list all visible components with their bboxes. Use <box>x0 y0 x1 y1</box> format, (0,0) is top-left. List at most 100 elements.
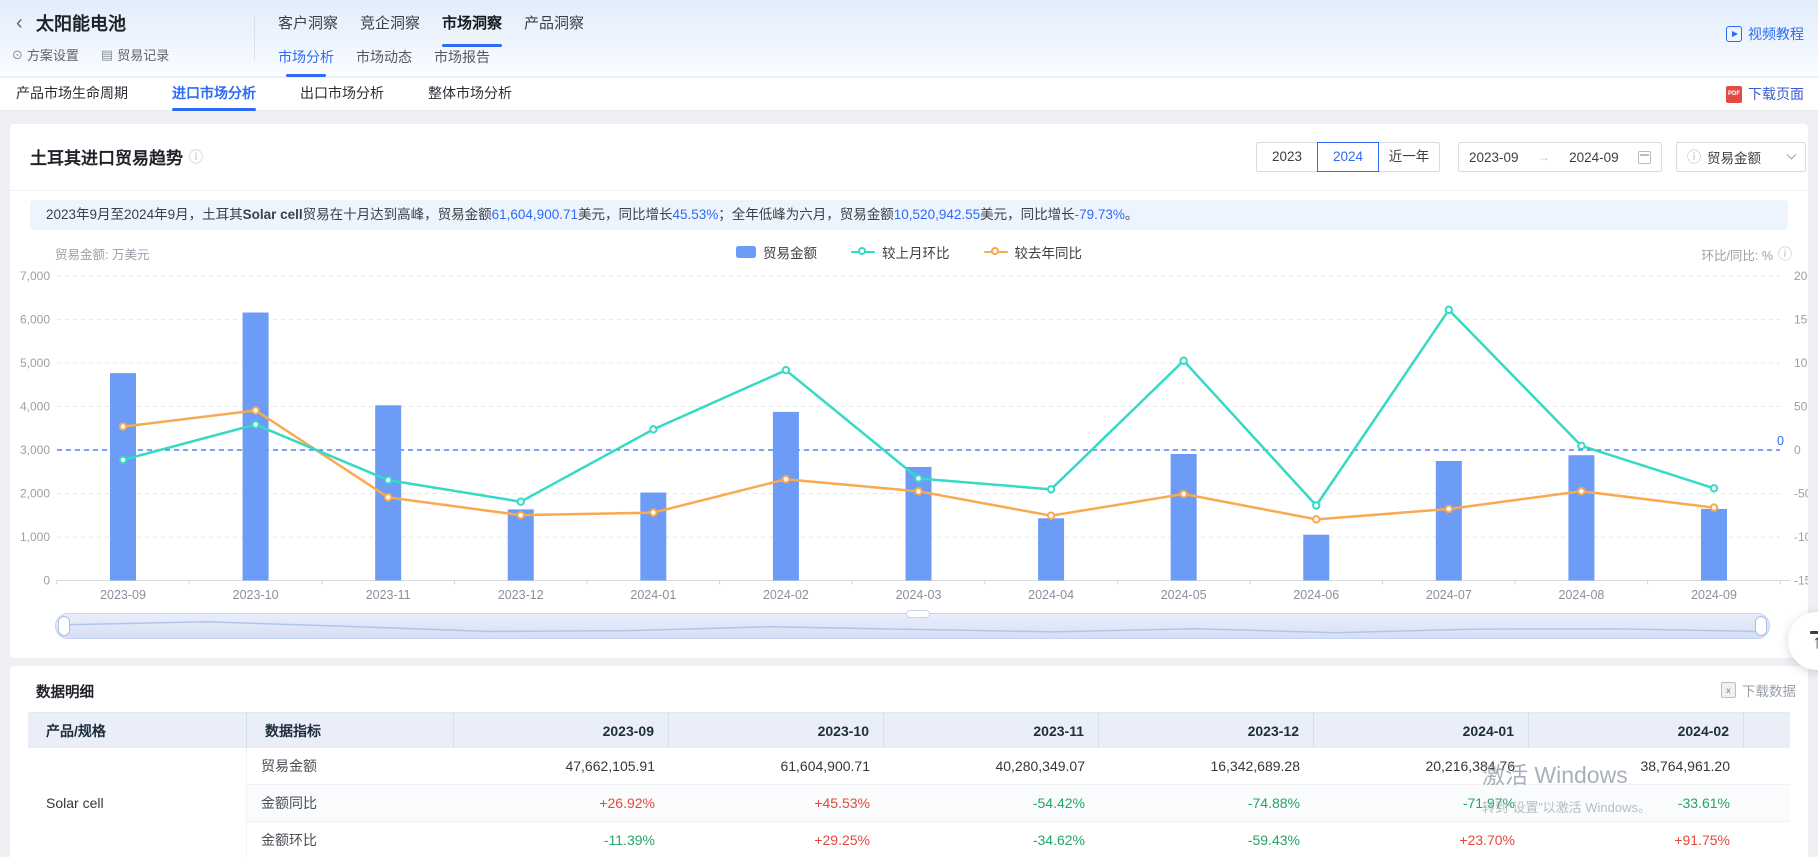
line-marker-较去年同比-2023-09[interactable] <box>120 423 126 429</box>
line-marker-较去年同比-2024-04[interactable] <box>1048 512 1054 518</box>
legend-bar-swatch <box>736 246 756 258</box>
col-header-product: 产品/规格 <box>28 712 247 748</box>
bar-2024-04[interactable] <box>1038 518 1064 580</box>
svg-text:2024-04: 2024-04 <box>1028 588 1074 602</box>
main-tab-1[interactable]: 竞企洞察 <box>360 12 420 42</box>
line-marker-较去年同比-2024-09[interactable] <box>1711 504 1717 510</box>
bar-2024-03[interactable] <box>906 467 932 581</box>
line-marker-较去年同比-2024-01[interactable] <box>650 509 656 515</box>
line-marker-较去年同比-2024-07[interactable] <box>1446 506 1452 512</box>
range-button-2023[interactable]: 2023 <box>1256 142 1318 172</box>
bar-2024-05[interactable] <box>1171 454 1197 580</box>
line-marker-较上月环比-2024-07[interactable] <box>1446 307 1452 313</box>
bar-2023-10[interactable] <box>243 313 269 581</box>
legend-item-贸易金额[interactable]: 贸易金额 <box>736 242 817 262</box>
line-marker-较去年同比-2023-11[interactable] <box>385 494 391 500</box>
main-tab-0[interactable]: 客户洞察 <box>278 12 338 42</box>
line-marker-较去年同比-2023-10[interactable] <box>252 407 258 413</box>
value-金额环比-2023-12: -59.43% <box>1099 822 1314 857</box>
trade-trend-chart[interactable]: 7,0002006,0001505,0001004,000503,00002,0… <box>10 233 1808 615</box>
legend-item-较去年同比[interactable]: 较去年同比 <box>984 242 1083 262</box>
svg-text:-100: -100 <box>1794 530 1808 544</box>
line-marker-较上月环比-2024-03[interactable] <box>915 475 921 481</box>
value-金额同比-2023-11: -54.42% <box>884 785 1099 822</box>
header-tool-贸易记录[interactable]: ▤贸易记录 <box>101 45 169 64</box>
range-button-近一年[interactable]: 近一年 <box>1378 142 1440 172</box>
line-marker-较去年同比-2024-02[interactable] <box>783 476 789 482</box>
svg-text:2024-07: 2024-07 <box>1426 588 1472 602</box>
value-贸易金额-2023-10: 61,604,900.71 <box>669 748 884 785</box>
chevron-down-icon <box>1787 149 1797 159</box>
line-marker-较去年同比-2024-03[interactable] <box>915 488 921 494</box>
page-title: 太阳能电池 <box>36 10 126 36</box>
header-tool-方案设置[interactable]: ⊙方案设置 <box>12 45 79 64</box>
bar-2024-01[interactable] <box>640 493 666 581</box>
line-marker-较上月环比-2024-02[interactable] <box>783 367 789 373</box>
row-filler <box>1744 822 1790 857</box>
metric-dropdown[interactable]: ⓘ 贸易金额 <box>1676 142 1806 172</box>
line-marker-较去年同比-2024-08[interactable] <box>1578 488 1584 494</box>
datazoom-left-handle[interactable] <box>58 616 70 636</box>
nav-item-0[interactable]: 产品市场生命周期 <box>16 78 128 111</box>
line-marker-较去年同比-2024-05[interactable] <box>1180 491 1186 497</box>
line-marker-较上月环比-2024-01[interactable] <box>650 426 656 432</box>
nav-item-3[interactable]: 整体市场分析 <box>428 78 512 111</box>
right-axis-caption-text: 环比/同比: % <box>1701 245 1773 264</box>
bar-2024-06[interactable] <box>1303 535 1329 581</box>
main-tab-2[interactable]: 市场洞察 <box>442 12 502 42</box>
bar-2023-12[interactable] <box>508 509 534 580</box>
bar-2024-09[interactable] <box>1701 509 1727 581</box>
summary-segment: -79.73% <box>1075 207 1125 222</box>
datazoom-center-handle[interactable] <box>906 610 930 618</box>
line-marker-较上月环比-2023-10[interactable] <box>252 421 258 427</box>
value-金额同比-2023-10: +45.53% <box>669 785 884 822</box>
summary-segment: 2023年9月至2024年9月，土耳其 <box>46 207 243 222</box>
info-icon[interactable]: ⓘ <box>1778 244 1792 264</box>
line-marker-较上月环比-2023-12[interactable] <box>518 499 524 505</box>
download-page-link[interactable]: 下载页面 <box>1726 84 1804 104</box>
line-marker-较上月环比-2024-04[interactable] <box>1048 486 1054 492</box>
bar-2023-11[interactable] <box>375 405 401 580</box>
svg-text:-50: -50 <box>1794 487 1808 501</box>
line-marker-较去年同比-2024-06[interactable] <box>1313 516 1319 522</box>
back-icon[interactable]: ‹ <box>16 12 23 35</box>
sub-tab-0[interactable]: 市场分析 <box>278 47 334 67</box>
bar-2024-07[interactable] <box>1436 461 1462 580</box>
range-button-2024[interactable]: 2024 <box>1317 142 1379 172</box>
line-marker-较上月环比-2024-06[interactable] <box>1313 502 1319 508</box>
bar-2023-09[interactable] <box>110 373 136 580</box>
nav-item-2[interactable]: 出口市场分析 <box>300 78 384 111</box>
nav-item-1[interactable]: 进口市场分析 <box>172 78 256 111</box>
line-marker-较上月环比-2024-05[interactable] <box>1180 358 1186 364</box>
summary-segment: 美元，同比增长 <box>980 207 1075 222</box>
video-tutorial-link[interactable]: 视频教程 <box>1726 24 1804 44</box>
datazoom-slider[interactable] <box>55 613 1770 639</box>
info-icon[interactable]: ⓘ <box>189 147 203 167</box>
value-贸易金额-2023-11: 40,280,349.07 <box>884 748 1099 785</box>
legend-row: 贸易金额: 万美元 贸易金额较上月环比较去年同比 环比/同比: % ⓘ <box>10 240 1808 266</box>
legend-item-较上月环比[interactable]: 较上月环比 <box>851 242 950 262</box>
svg-text:2023-12: 2023-12 <box>498 588 544 602</box>
header-tools: ⊙方案设置 ▤贸易记录 <box>12 45 169 64</box>
line-marker-较上月环比-2023-09[interactable] <box>120 457 126 463</box>
line-marker-较去年同比-2023-12[interactable] <box>518 512 524 518</box>
value-贸易金额-2024-02: 38,764,961.20 <box>1529 748 1744 785</box>
video-tutorial-label: 视频教程 <box>1748 24 1804 44</box>
datazoom-right-handle[interactable] <box>1755 616 1767 636</box>
line-marker-较上月环比-2023-11[interactable] <box>385 477 391 483</box>
line-marker-较上月环比-2024-09[interactable] <box>1711 485 1717 491</box>
svg-text:4,000: 4,000 <box>20 400 50 414</box>
date-range-picker[interactable]: 2023-09 → 2024-09 <box>1458 142 1662 172</box>
download-page-label: 下载页面 <box>1748 84 1804 104</box>
main-tab-3[interactable]: 产品洞察 <box>524 12 584 42</box>
summary-segment: 。 <box>1125 207 1139 222</box>
section-nav-items: 产品市场生命周期 进口市场分析 出口市场分析 整体市场分析 <box>16 78 512 111</box>
bar-2024-02[interactable] <box>773 412 799 581</box>
bar-2024-08[interactable] <box>1568 455 1594 580</box>
download-data-link[interactable]: 下载数据 <box>1721 680 1796 700</box>
sub-tab-2[interactable]: 市场报告 <box>434 47 490 67</box>
sub-tab-1[interactable]: 市场动态 <box>356 47 412 67</box>
chart-legend: 贸易金额 较上月环比 较去年同比 <box>10 242 1808 262</box>
svg-text:2024-02: 2024-02 <box>763 588 809 602</box>
line-marker-较上月环比-2024-08[interactable] <box>1578 443 1584 449</box>
